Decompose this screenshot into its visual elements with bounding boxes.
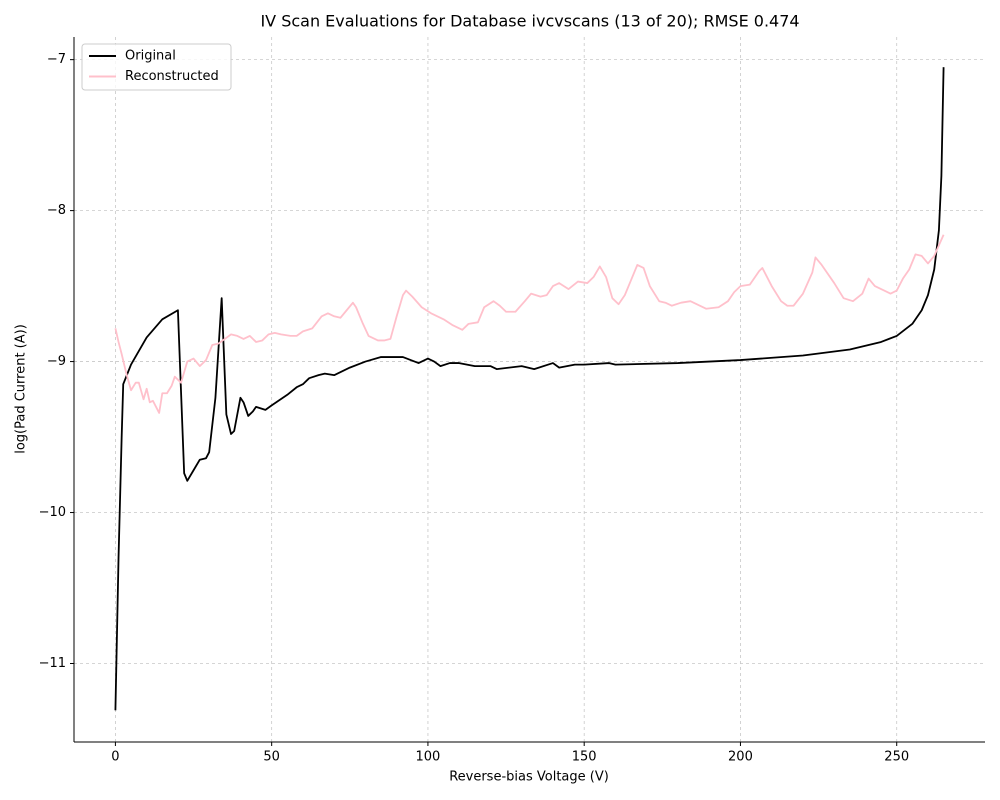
chart-title: IV Scan Evaluations for Database ivcvsca… <box>260 12 799 31</box>
x-axis-label: Reverse-bias Voltage (V) <box>449 770 609 785</box>
legend-label: Original <box>125 49 176 64</box>
y-axis-label: log(Pad Current (A)) <box>14 324 29 454</box>
y-tick-label: −8 <box>47 203 66 218</box>
x-tick-label: 0 <box>111 750 119 765</box>
series-line <box>114 234 945 414</box>
x-tick-label: 200 <box>728 750 753 765</box>
y-tick-label: −11 <box>39 656 66 671</box>
x-tick-label: 250 <box>884 750 909 765</box>
series-line <box>114 67 945 711</box>
x-tick-label: 100 <box>416 750 441 765</box>
y-tick-label: −10 <box>39 505 66 520</box>
x-tick-label: 150 <box>572 750 597 765</box>
legend-label: Reconstructed <box>125 69 219 84</box>
legend-box <box>81 43 232 91</box>
x-tick-label: 50 <box>263 750 280 765</box>
y-tick-label: −7 <box>47 52 66 67</box>
y-tick-label: −9 <box>47 354 66 369</box>
